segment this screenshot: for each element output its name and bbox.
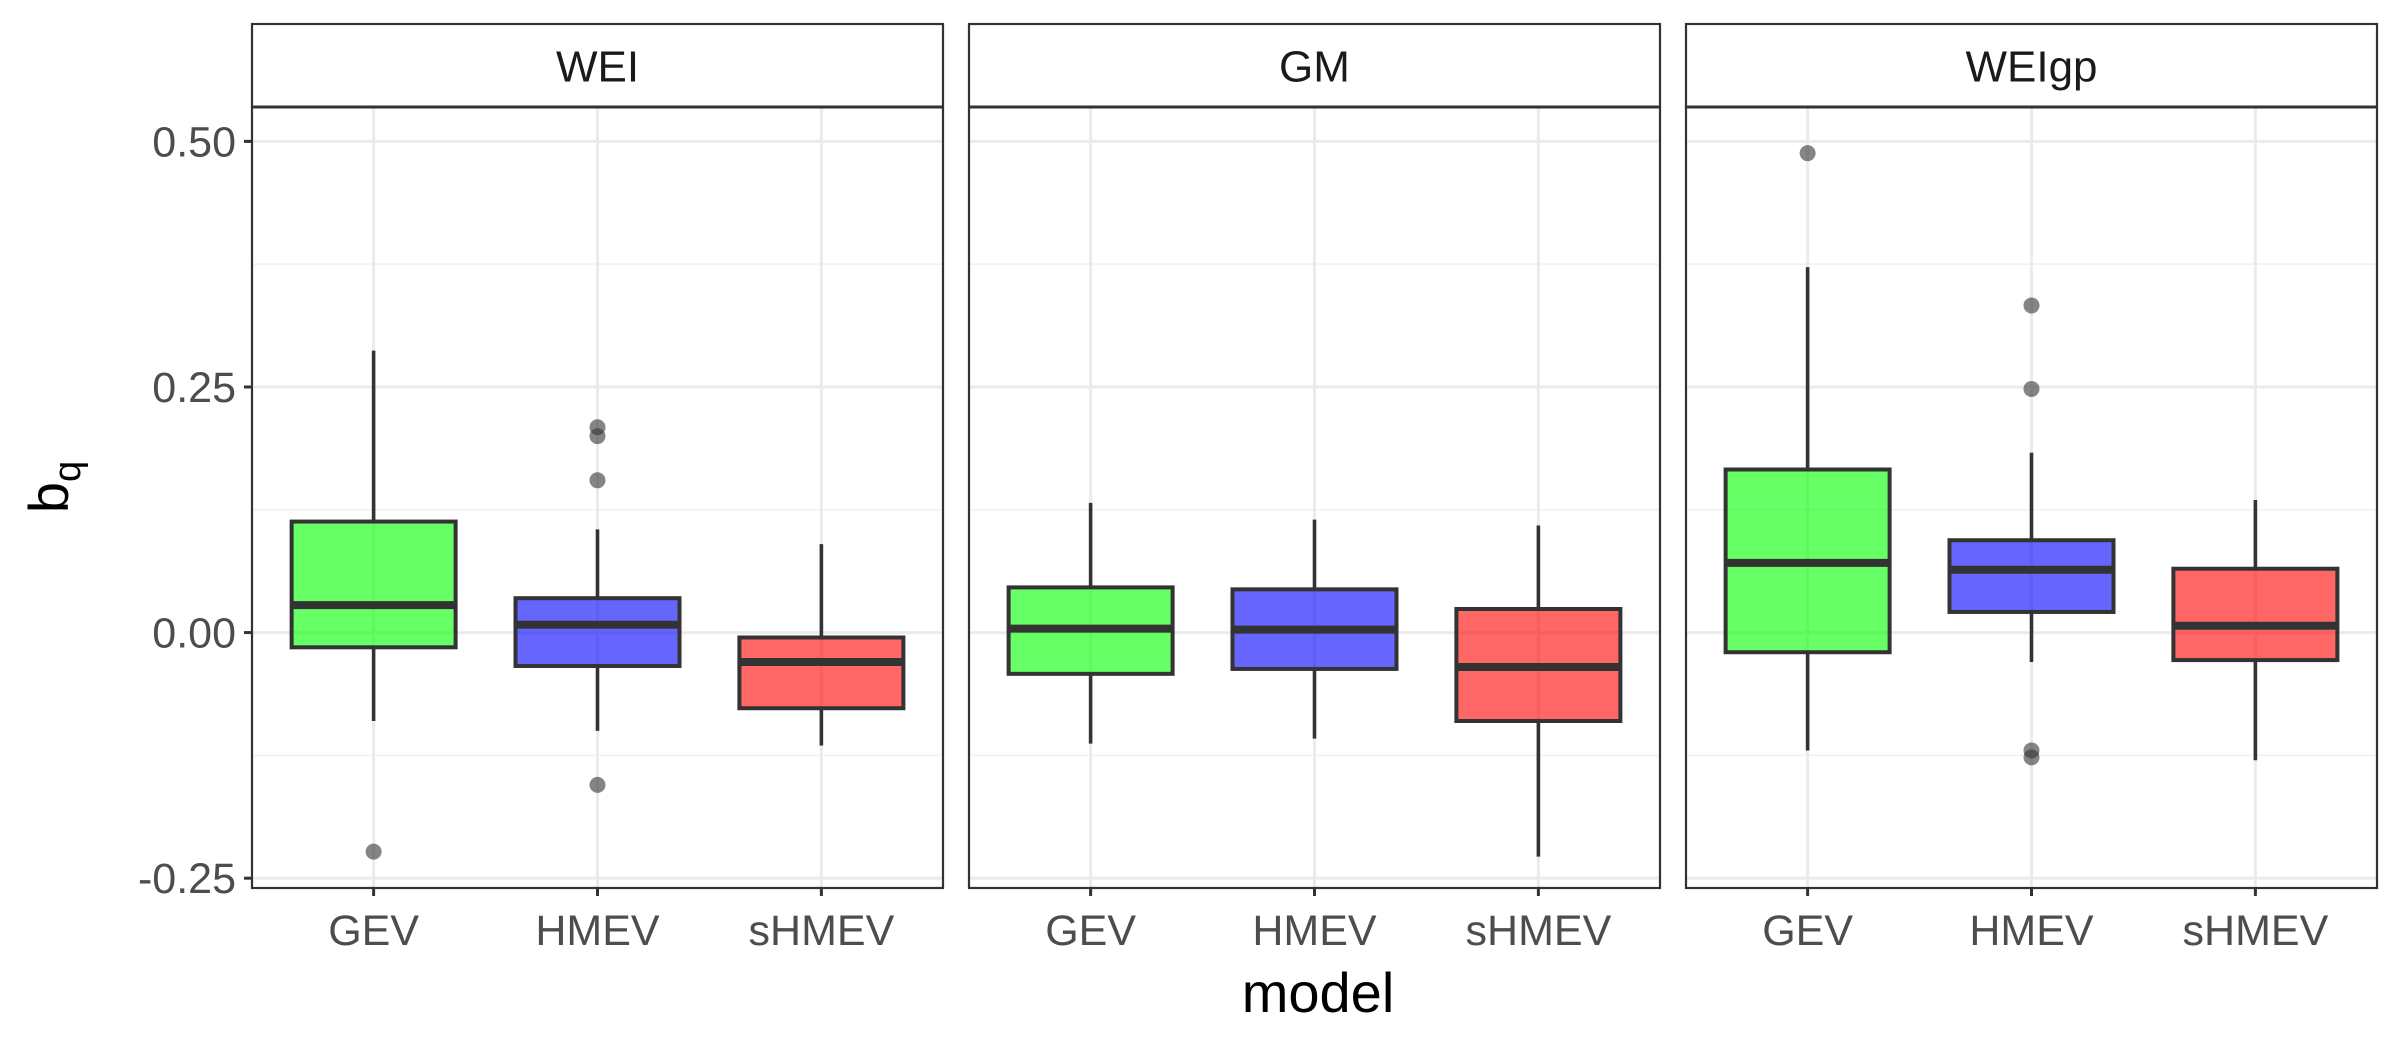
facet-panels: GEV HMEV sHMEV WEI GEV HMEV sHMEV GM GEV HMEV sHME… bbox=[250, 22, 2379, 955]
x-tick-label: sHMEV bbox=[1466, 907, 1612, 955]
x-axis-title: model bbox=[1242, 961, 1395, 1024]
y-tick-label: 0.25 bbox=[152, 364, 236, 412]
iqr-box bbox=[289, 519, 458, 650]
box-hmev bbox=[1947, 297, 2116, 766]
facet-strip bbox=[1684, 22, 2379, 109]
y-tick-label: -0.25 bbox=[138, 855, 236, 903]
box-gev bbox=[1006, 502, 1175, 744]
x-tick-label: GEV bbox=[328, 907, 419, 955]
box-shmev bbox=[737, 544, 906, 746]
facet-strip bbox=[250, 22, 945, 109]
y-axis-title-base: b bbox=[17, 482, 80, 513]
x-tick-label: GEV bbox=[1045, 907, 1136, 955]
iqr-box bbox=[1947, 538, 2116, 614]
outlier-point bbox=[2023, 297, 2040, 314]
x-tick-label: GEV bbox=[1762, 907, 1853, 955]
facet-panel-wei: GEV HMEV sHMEV WEI bbox=[250, 22, 945, 955]
outlier-point bbox=[589, 472, 606, 489]
y-axis-title: bq bbox=[17, 461, 89, 513]
box-gev bbox=[289, 350, 458, 860]
outlier-point bbox=[589, 776, 606, 793]
outlier-point bbox=[2023, 749, 2040, 766]
x-tick-label: sHMEV bbox=[749, 907, 895, 955]
box-shmev bbox=[1454, 525, 1623, 857]
facet-title: GM bbox=[1279, 43, 1350, 92]
facet-title: WEIgp bbox=[1965, 43, 2097, 92]
box-hmev bbox=[1230, 519, 1399, 739]
outlier-point bbox=[365, 843, 382, 860]
iqr-box bbox=[2171, 566, 2340, 663]
box-shmev bbox=[2171, 499, 2340, 761]
y-axis: -0.25 0.00 0.25 0.50 bbox=[138, 118, 252, 903]
facet-panel-gm: GEV HMEV sHMEV GM bbox=[967, 22, 1662, 955]
x-tick-label: HMEV bbox=[1252, 907, 1377, 955]
iqr-box bbox=[737, 635, 906, 711]
outlier-point bbox=[589, 428, 606, 445]
y-tick-label: 0.00 bbox=[152, 610, 236, 658]
facet-panel-weigp: GEV HMEV sHMEV WEIgp bbox=[1684, 22, 2379, 955]
x-tick-label: sHMEV bbox=[2183, 907, 2329, 955]
outlier-point bbox=[2023, 380, 2040, 397]
facet-strip bbox=[967, 22, 1662, 109]
x-tick-label: HMEV bbox=[535, 907, 660, 955]
x-tick-label: HMEV bbox=[1969, 907, 2094, 955]
box-hmev bbox=[513, 419, 682, 793]
facet-title: WEI bbox=[556, 43, 639, 92]
y-tick-label: 0.50 bbox=[152, 118, 236, 166]
iqr-box bbox=[513, 596, 682, 668]
y-axis-title-subscript: q bbox=[47, 461, 89, 482]
box-gev bbox=[1723, 145, 1892, 751]
outlier-point bbox=[1799, 145, 1816, 162]
